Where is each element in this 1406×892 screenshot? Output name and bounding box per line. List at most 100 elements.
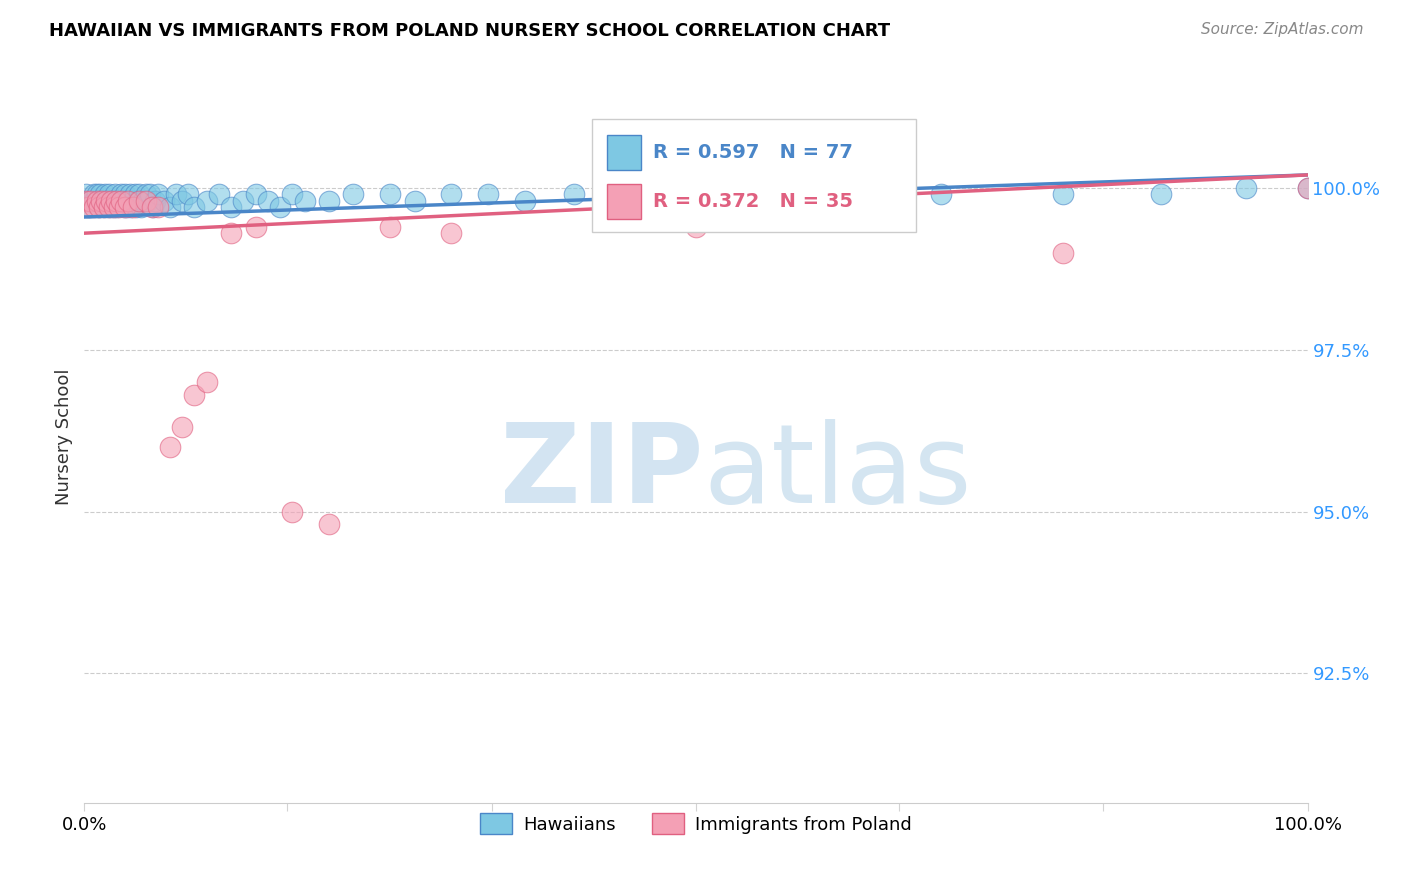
FancyBboxPatch shape [592, 119, 917, 232]
Point [114, 200, 136, 214]
Point [120, 200, 142, 214]
Point [94, 187, 117, 202]
Point [1236, 181, 1258, 195]
Point [1150, 187, 1173, 202]
Point [183, 388, 205, 402]
Text: R = 0.597   N = 77: R = 0.597 N = 77 [654, 143, 853, 162]
Point [146, 187, 169, 202]
Point [111, 194, 134, 208]
Point [97, 200, 120, 214]
Point [1052, 245, 1074, 260]
Point [208, 187, 231, 202]
Text: Source: ZipAtlas.com: Source: ZipAtlas.com [1201, 22, 1364, 37]
Point [232, 194, 254, 208]
Point [98, 194, 121, 208]
Point [624, 194, 647, 208]
Point [90, 194, 112, 208]
Point [97, 187, 120, 202]
Point [87, 194, 110, 208]
Point [685, 219, 707, 234]
Point [257, 194, 280, 208]
Point [380, 187, 402, 202]
Point [404, 194, 426, 208]
Point [135, 187, 157, 202]
Y-axis label: Nursery School: Nursery School [55, 368, 73, 506]
Point [105, 194, 128, 208]
Point [245, 187, 267, 202]
Point [146, 200, 169, 214]
Text: R = 0.372   N = 35: R = 0.372 N = 35 [654, 192, 853, 211]
Point [135, 194, 157, 208]
Point [115, 200, 138, 214]
Point [219, 226, 242, 240]
Point [114, 187, 136, 202]
Point [83, 200, 105, 214]
Point [110, 194, 132, 208]
Point [136, 194, 159, 208]
Point [159, 440, 181, 454]
Point [103, 200, 125, 214]
Point [269, 200, 291, 214]
Point [159, 200, 181, 214]
Point [122, 200, 145, 214]
Point [245, 219, 267, 234]
Point [83, 187, 105, 202]
Point [165, 187, 187, 202]
Point [807, 187, 830, 202]
Point [110, 187, 132, 202]
Point [107, 200, 129, 214]
Point [90, 194, 112, 208]
Point [183, 200, 205, 214]
Point [75, 187, 97, 202]
Point [124, 187, 146, 202]
Point [122, 194, 145, 208]
Point [77, 194, 100, 208]
Point [318, 194, 340, 208]
Point [93, 200, 115, 214]
Point [440, 187, 463, 202]
Point [747, 187, 769, 202]
FancyBboxPatch shape [606, 135, 641, 170]
Legend: Hawaiians, Immigrants from Poland: Hawaiians, Immigrants from Poland [472, 806, 920, 841]
Point [562, 187, 585, 202]
Point [929, 187, 952, 202]
Point [177, 187, 200, 202]
Point [1296, 181, 1319, 195]
Point [79, 200, 101, 214]
Point [87, 200, 110, 214]
Point [79, 194, 101, 208]
Point [117, 194, 139, 208]
Point [105, 200, 128, 214]
Point [281, 187, 304, 202]
Point [477, 187, 499, 202]
Point [1052, 187, 1074, 202]
Point [342, 187, 364, 202]
Point [104, 187, 127, 202]
Point [100, 200, 122, 214]
Point [93, 200, 115, 214]
Point [142, 200, 165, 214]
Point [77, 200, 100, 214]
Point [86, 194, 108, 208]
Point [87, 200, 110, 214]
Text: ZIP: ZIP [499, 419, 703, 526]
Point [96, 194, 118, 208]
Point [125, 200, 148, 214]
Point [112, 200, 135, 214]
FancyBboxPatch shape [606, 184, 641, 219]
Point [195, 375, 218, 389]
Point [100, 194, 122, 208]
Point [107, 194, 129, 208]
Point [129, 200, 152, 214]
Point [128, 187, 150, 202]
Point [127, 194, 149, 208]
Point [75, 194, 97, 208]
Point [281, 504, 304, 518]
Point [440, 226, 463, 240]
Point [97, 200, 120, 214]
Point [141, 200, 163, 214]
Point [91, 194, 114, 208]
Point [153, 194, 176, 208]
Point [105, 194, 128, 208]
Point [132, 194, 155, 208]
